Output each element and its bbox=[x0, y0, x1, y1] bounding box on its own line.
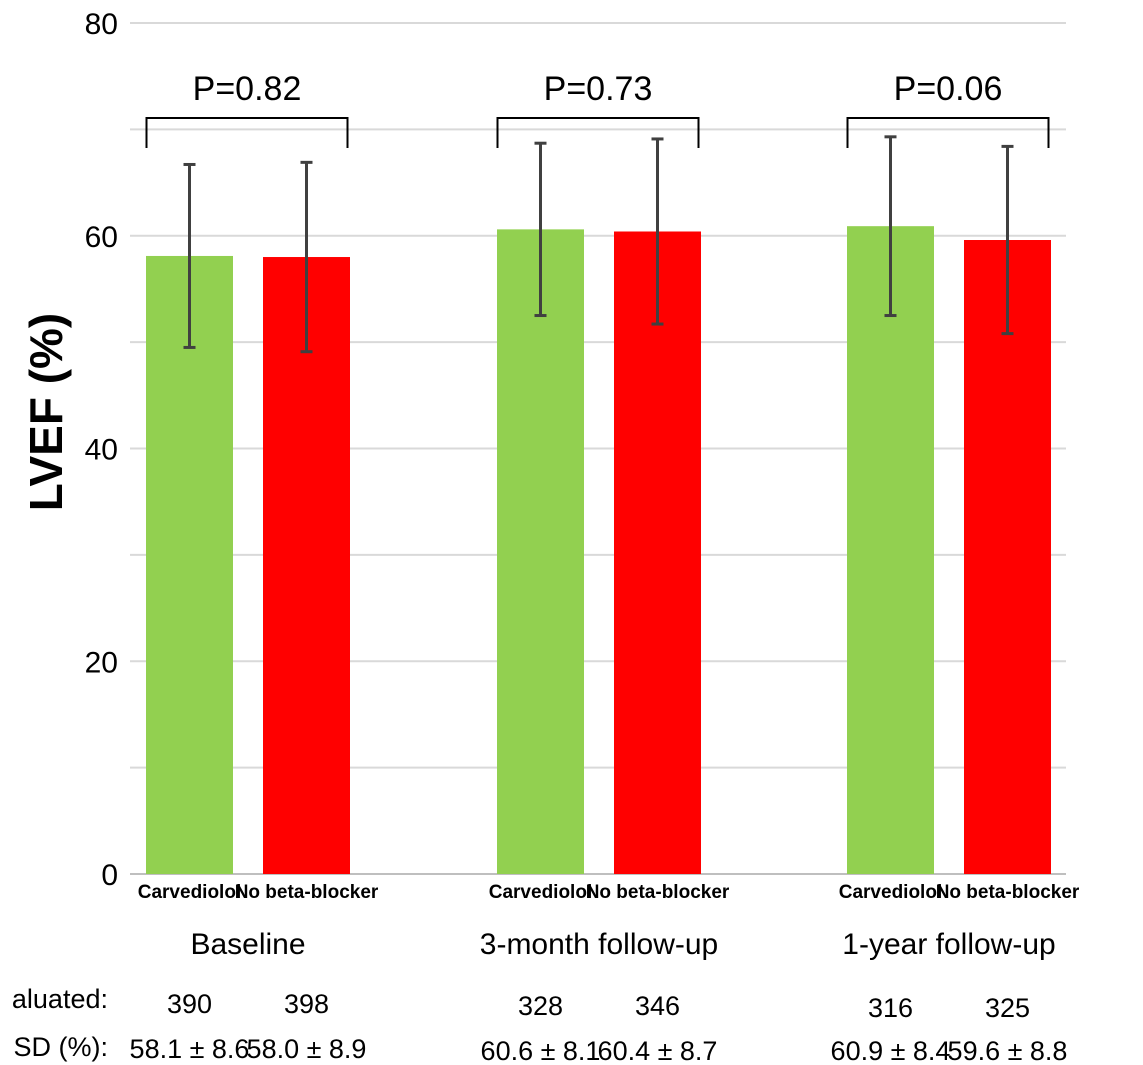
group-label: 1-year follow-up bbox=[842, 928, 1055, 961]
p-value-brackets: P=0.82 P=0.73 P=0.06 bbox=[147, 70, 1049, 148]
p-value-bracket: P=0.73 bbox=[498, 70, 699, 148]
summary-table: 390 58.1 ± 8.6 398 58.0 ± 8.9 328 60.6 ± 8.1 3… bbox=[12, 984, 1068, 1065]
bar-category-label: Carvediolol bbox=[839, 882, 942, 903]
p-value-bracket: P=0.06 bbox=[848, 70, 1049, 148]
n-evaluated: 328 bbox=[518, 991, 563, 1021]
p-value-label: P=0.06 bbox=[894, 70, 1003, 108]
y-axis-label: LVEF (%) bbox=[20, 313, 72, 511]
bar bbox=[614, 231, 701, 874]
n-evaluated: 325 bbox=[985, 993, 1030, 1023]
n-evaluated: 390 bbox=[167, 989, 212, 1019]
n-evaluated: 398 bbox=[284, 989, 329, 1019]
mean-sd-value: 59.6 ± 8.8 bbox=[948, 1036, 1068, 1065]
y-tick-label: 80 bbox=[85, 8, 118, 41]
bar-category-label: No beta-blocker bbox=[235, 882, 379, 903]
table-row-label: SD (%): bbox=[14, 1032, 109, 1062]
y-tick-label: 40 bbox=[85, 434, 118, 467]
mean-sd-value: 58.1 ± 8.6 bbox=[130, 1034, 250, 1064]
n-evaluated: 316 bbox=[868, 993, 913, 1023]
bar-category-label: No beta-blocker bbox=[586, 882, 730, 903]
p-value-label: P=0.82 bbox=[193, 70, 302, 108]
bar-category-label: No beta-blocker bbox=[936, 882, 1080, 903]
p-value-bracket: P=0.82 bbox=[147, 70, 348, 148]
p-value-label: P=0.73 bbox=[544, 70, 653, 108]
n-evaluated: 346 bbox=[635, 991, 680, 1021]
bar-category-label: Carvediolol bbox=[489, 882, 592, 903]
bars bbox=[146, 226, 1051, 874]
group-label: 3-month follow-up bbox=[480, 928, 718, 961]
mean-sd-value: 60.4 ± 8.7 bbox=[598, 1036, 718, 1065]
bar bbox=[497, 229, 584, 874]
mean-sd-value: 60.6 ± 8.1 bbox=[481, 1036, 601, 1065]
y-tick-label: 20 bbox=[85, 646, 118, 679]
mean-sd-value: 60.9 ± 8.4 bbox=[831, 1036, 951, 1065]
y-tick-label: 0 bbox=[101, 859, 118, 892]
bar bbox=[847, 226, 934, 874]
mean-sd-value: 58.0 ± 8.9 bbox=[247, 1034, 367, 1064]
group-label: Baseline bbox=[190, 928, 305, 961]
y-tick-label: 60 bbox=[85, 221, 118, 254]
bar-category-label: Carvediolol bbox=[138, 882, 241, 903]
table-row-label: aluated: bbox=[12, 984, 108, 1014]
y-axis-ticks: 0 20 40 60 80 bbox=[85, 8, 118, 892]
